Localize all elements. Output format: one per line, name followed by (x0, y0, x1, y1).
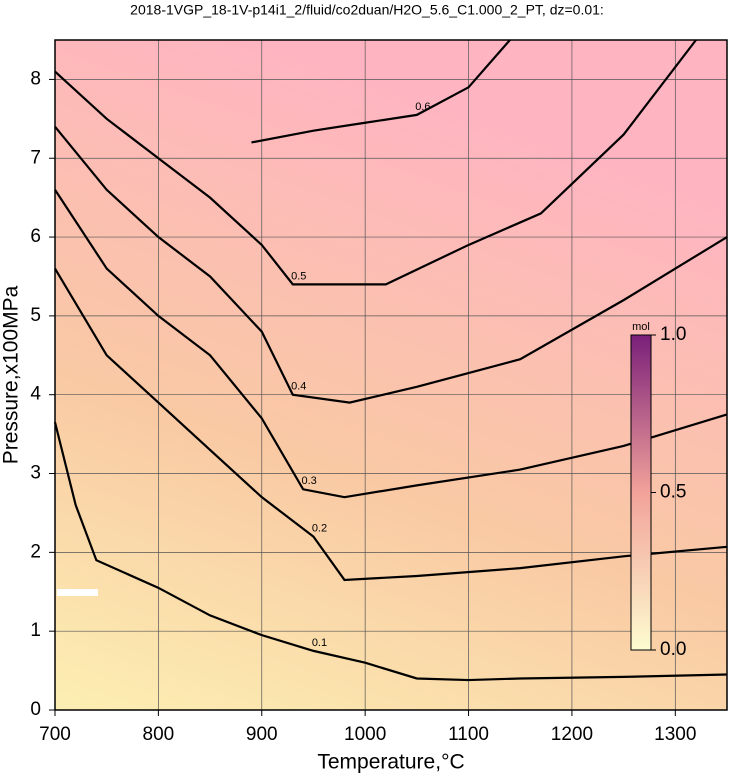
colorbar-tick-label: 0.0 (660, 639, 686, 660)
contour-line (54, 39, 697, 286)
plot-background (55, 40, 727, 710)
y-tick-label: 5 (30, 305, 41, 326)
colorbar-label: mol (632, 321, 650, 333)
x-axis-label: Temperature,°C (317, 751, 464, 774)
x-tick-label: 1100 (448, 724, 489, 745)
x-tick-label: 1000 (344, 724, 386, 745)
colorbar-tick-label: 1.0 (660, 324, 686, 345)
contour-line (53, 422, 728, 682)
x-tick-label: 800 (143, 724, 175, 745)
contour-label: 0.1 (312, 637, 327, 649)
y-tick-label: 1 (30, 620, 41, 641)
y-tick-label: 2 (30, 541, 41, 562)
contour-line (251, 39, 511, 144)
plot-frame (54, 39, 728, 711)
y-tick-label: 0 (30, 699, 41, 720)
colorbar (630, 334, 652, 651)
contour-line (54, 126, 728, 404)
y-tick-label: 7 (30, 147, 41, 168)
y-tick-label: 8 (30, 68, 41, 89)
x-tick-label: 700 (39, 724, 71, 745)
chart-title: 2018-1VGP_18-1V-p14i1_2/fluid/co2duan/H2… (130, 2, 604, 18)
white-patch (57, 589, 98, 596)
y-tick-label: 3 (30, 463, 41, 484)
x-tick-label: 1200 (551, 724, 593, 745)
y-tick-label: 4 (30, 384, 41, 405)
contour-line (54, 268, 728, 582)
contour-label: 0.3 (301, 475, 316, 487)
contour-label: 0.2 (312, 522, 327, 534)
contour-line (54, 189, 728, 499)
contour-label: 0.5 (291, 270, 306, 282)
y-axis-label: Pressure,x100MPa (0, 285, 23, 464)
colorbar-tick-label: 0.5 (660, 482, 686, 503)
x-tick-label: 1300 (654, 724, 696, 745)
contour-label: 0.6 (415, 101, 430, 113)
y-tick-label: 6 (30, 226, 41, 247)
contour-label: 0.4 (291, 381, 306, 393)
x-tick-label: 900 (246, 724, 278, 745)
